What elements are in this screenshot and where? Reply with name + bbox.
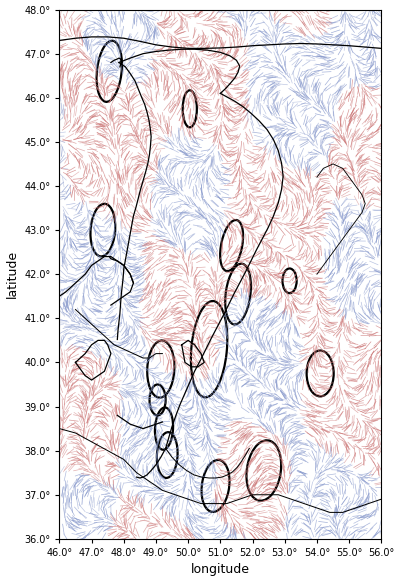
Y-axis label: latitude: latitude: [6, 250, 18, 298]
X-axis label: longitude: longitude: [191, 563, 250, 576]
